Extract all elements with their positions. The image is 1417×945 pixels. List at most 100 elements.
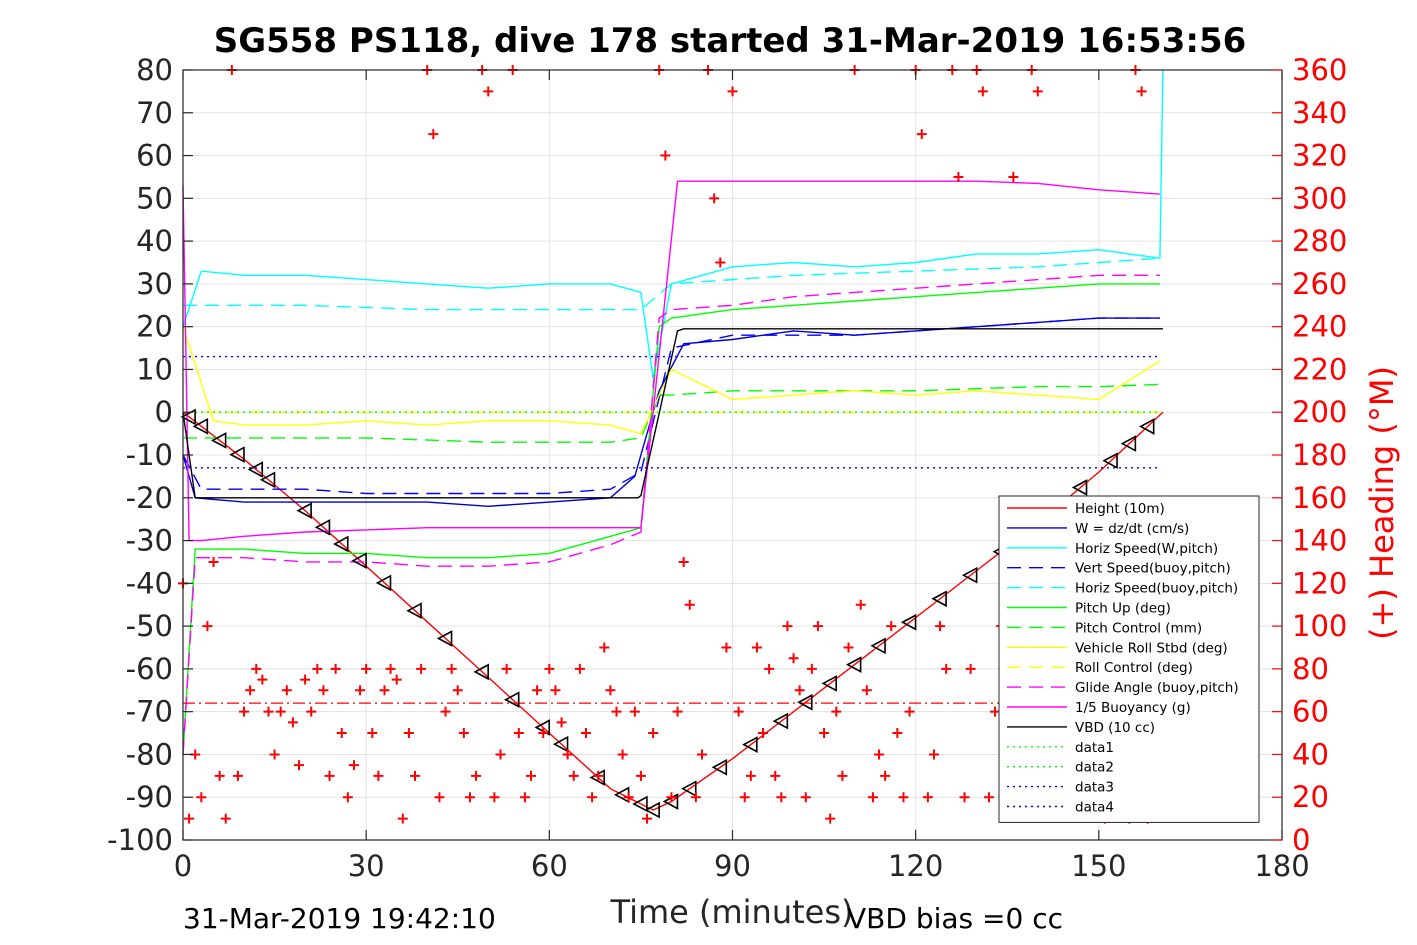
heading-point-131 <box>977 86 988 97</box>
heading-point-140 <box>1032 86 1043 97</box>
heading-point-118 <box>898 792 909 803</box>
series-line-4 <box>183 257 1160 311</box>
legend-label-2: Horiz Speed(W,pitch) <box>1075 541 1218 557</box>
heading-point-117 <box>892 728 903 739</box>
heading-point-79 <box>660 150 671 161</box>
heading-point-105 <box>819 728 830 739</box>
heading-point-35 <box>391 674 402 685</box>
vbd-marker-28 <box>845 656 862 673</box>
heading-point-91 <box>733 706 744 717</box>
x-tick-label: 150 <box>1071 849 1126 883</box>
heading-point-53 <box>501 663 512 674</box>
x-tick-label: 60 <box>531 849 568 883</box>
x-axis-label: Time (minutes) <box>610 893 854 931</box>
heading-point-108 <box>837 770 848 781</box>
legend-label-8: Roll Control (deg) <box>1075 660 1193 676</box>
heading-point-9 <box>232 770 243 781</box>
heading-point-5 <box>208 556 219 567</box>
heading-point-109 <box>843 642 854 653</box>
series-line-3 <box>182 317 1160 495</box>
heading-point-96 <box>764 663 775 674</box>
legend-label-10: 1/5 Buoyancy (g) <box>1075 700 1191 716</box>
heading-point-45 <box>452 685 463 696</box>
series-line-11 <box>182 328 1163 499</box>
vbd-marker-26 <box>797 693 813 711</box>
heading-point-94 <box>751 642 762 653</box>
vbd-marker-37 <box>1102 452 1118 470</box>
y-tick-label: -40 <box>126 566 173 600</box>
heading-point-39 <box>416 663 427 674</box>
series-line-2 <box>182 69 1164 379</box>
heading-point-33 <box>379 685 390 696</box>
heading-point-16 <box>275 706 286 717</box>
heading-point-72 <box>617 749 628 760</box>
heading-point-82 <box>678 556 689 567</box>
heading-point-7 <box>220 813 231 824</box>
heading-point-37 <box>403 728 414 739</box>
vbd-marker-10 <box>375 574 392 592</box>
y-tick-label: 50 <box>136 181 173 215</box>
heading-point-20 <box>300 674 311 685</box>
heading-point-116 <box>886 621 897 632</box>
y-tick-label: -30 <box>126 524 173 558</box>
y-right-tick-label: 320 <box>1292 139 1347 173</box>
vbd-marker-20 <box>644 801 660 819</box>
x-tick-label: 30 <box>348 849 385 883</box>
heading-point-32 <box>373 770 384 781</box>
heading-point-104 <box>812 621 823 632</box>
heading-point-84 <box>690 792 701 803</box>
y-right-tick-label: 140 <box>1292 524 1347 558</box>
y-right-tick-label: 280 <box>1292 224 1347 258</box>
heading-point-67 <box>587 792 598 803</box>
heading-point-106 <box>825 813 836 824</box>
heading-point-111 <box>855 599 866 610</box>
y-tick-label: 40 <box>136 224 173 258</box>
heading-point-58 <box>532 685 543 696</box>
heading-point-50 <box>483 86 494 97</box>
heading-point-51 <box>489 792 500 803</box>
heading-point-30 <box>361 663 372 674</box>
vbd-marker-13 <box>473 663 489 681</box>
heading-point-103 <box>806 663 817 674</box>
heading-point-44 <box>446 663 457 674</box>
heading-point-114 <box>874 749 885 760</box>
heading-point-98 <box>776 792 787 803</box>
vbd-marker-12 <box>436 630 453 647</box>
heading-point-24 <box>324 770 335 781</box>
heading-point-62 <box>556 717 567 728</box>
heading-point-26 <box>336 728 347 739</box>
vbd-marker-27 <box>821 675 837 692</box>
heading-point-123 <box>928 749 939 760</box>
heading-point-14 <box>263 706 274 717</box>
heading-point-63 <box>562 749 573 760</box>
heading-point-73 <box>623 792 634 803</box>
y-tick-label: -100 <box>107 823 173 857</box>
heading-point-122 <box>922 792 933 803</box>
chart-legend: Height (10m) W = dz/dt (cm/s) Horiz Speed(… <box>998 495 1260 823</box>
y-tick-label: -80 <box>126 737 173 771</box>
series-line-7 <box>182 326 1161 435</box>
heading-point-88 <box>715 257 726 268</box>
heading-point-83 <box>684 599 695 610</box>
heading-point-99 <box>782 621 793 632</box>
heading-point-29 <box>355 685 366 696</box>
vbd-marker-14 <box>504 691 520 709</box>
heading-point-21 <box>306 706 317 717</box>
y-tick-label: 20 <box>136 310 173 344</box>
legend-label-6: Pitch Control (mm) <box>1075 620 1202 636</box>
heading-point-41 <box>428 129 439 140</box>
legend-label-4: Horiz Speed(buoy,pitch) <box>1075 581 1238 597</box>
y-tick-label: -10 <box>126 438 173 472</box>
vbd-marker-29 <box>870 637 886 655</box>
heading-point-133 <box>990 706 1001 717</box>
heading-point-121 <box>916 129 927 140</box>
y-tick-label: -60 <box>126 652 173 686</box>
right-axis-label: (+) Heading (°M) <box>1363 366 1401 640</box>
chart-title: SG558 PS118, dive 178 started 31-Mar-201… <box>214 21 1247 61</box>
vbd-marker-2 <box>210 432 227 449</box>
plot-content <box>178 65 1165 824</box>
heading-point-129 <box>965 663 976 674</box>
vbd-marker-36 <box>1071 479 1088 496</box>
heading-point-56 <box>519 792 530 803</box>
